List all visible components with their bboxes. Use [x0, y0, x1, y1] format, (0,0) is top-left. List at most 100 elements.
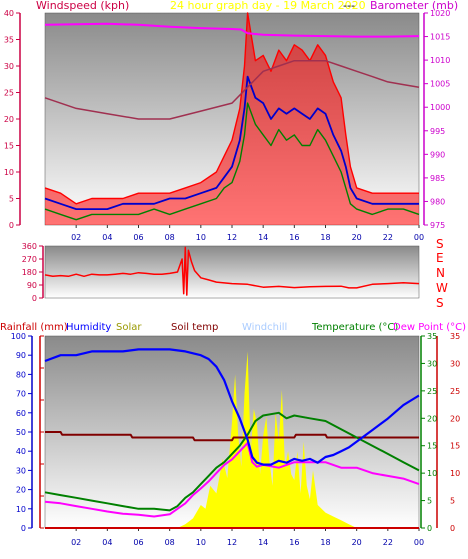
hour-tick-label: 10: [196, 233, 206, 242]
humidity-tick-label: 10: [16, 505, 26, 514]
temperature-tick-label: 35: [427, 332, 437, 341]
direction-tick-label: 0: [32, 294, 37, 303]
humidity-tick-label: 100: [11, 332, 26, 341]
dewpoint-tick-label: 20: [450, 414, 460, 423]
hour-tick-label: 18: [320, 538, 330, 547]
temperature-tick-label: 20: [427, 414, 437, 423]
humidity-series-line: [44, 348, 420, 466]
temperature-tick-label: 25: [427, 387, 437, 396]
compass-letter: E: [436, 251, 444, 265]
soil-temp-series-line: [45, 431, 419, 442]
wind-secondary-series-line: [44, 102, 420, 221]
windspeed-tick-label: 20: [4, 115, 14, 124]
humidity-tick-label: 50: [16, 428, 26, 437]
dewpoint-tick-label: 15: [450, 442, 460, 451]
direction-tick-label: 90: [27, 281, 37, 290]
windspeed-tick-label: 25: [4, 89, 14, 98]
wind-direction-series-line: [44, 246, 420, 296]
gust-series-line: [44, 12, 419, 205]
compass-letter: N: [436, 266, 445, 280]
windspeed-series-line: [44, 75, 419, 211]
windspeed-tick-label: 10: [4, 168, 14, 177]
hour-tick-label: 12: [227, 233, 237, 242]
hour-tick-label: 16: [289, 538, 299, 547]
temperature-tick-label: 10: [427, 469, 437, 478]
chart-title: 24 hour graph day - 19 March 2020: [170, 0, 366, 12]
temperature-series-line: [44, 411, 420, 512]
legend-windchill: Windchill: [242, 322, 287, 333]
barometer-tick-label: 980: [430, 197, 445, 206]
hour-tick-label: 02: [71, 538, 81, 547]
humidity-tick-label: 80: [16, 370, 26, 379]
legend-humidity: Humidity: [66, 322, 111, 333]
hour-tick-label: 14: [258, 538, 268, 547]
legend-solar: Solar: [116, 322, 142, 333]
compass-letter: S: [436, 237, 444, 251]
hour-tick-label: 20: [352, 538, 362, 547]
direction-tick-label: 270: [22, 255, 37, 264]
hour-tick-label: 02: [71, 233, 81, 242]
barometer-series-line: [44, 22, 420, 38]
humidity-tick-label: 0: [21, 524, 26, 533]
dewpoint-tick-label: 25: [450, 387, 460, 396]
hour-tick-label: 04: [102, 233, 112, 242]
humidity-tick-label: 40: [16, 447, 26, 456]
direction-tick-label: 360: [22, 242, 37, 251]
barometer-axis-title: Barometer (mb): [370, 0, 458, 12]
windspeed-tick-label: 5: [9, 195, 14, 204]
windspeed-tick-label: 30: [4, 62, 14, 71]
windspeed-tick-label: 40: [4, 9, 14, 18]
direction-panel-background: [44, 245, 420, 299]
hour-tick-label: 00: [414, 233, 424, 242]
dewpoint-tick-label: 30: [450, 359, 460, 368]
hour-tick-label: 12: [227, 538, 237, 547]
humidity-tick-label: 20: [16, 486, 26, 495]
windspeed-tick-label: 35: [4, 36, 14, 45]
barometer-tick-label: 1015: [430, 33, 450, 42]
hour-tick-label: 06: [133, 233, 143, 242]
barometer-tick-label: 975: [430, 221, 445, 230]
marks-layer: [44, 12, 420, 529]
hour-tick-label: 00: [414, 538, 424, 547]
temperature-tick-label: 0: [427, 524, 432, 533]
dewpoint-tick-label: 35: [450, 332, 460, 341]
hour-tick-label: 20: [352, 233, 362, 242]
hour-tick-label: 14: [258, 233, 268, 242]
barometer-tick-label: 1005: [430, 80, 450, 89]
windspeed-tick-label: 0: [9, 221, 14, 230]
barometer-tick-label: 995: [430, 127, 445, 136]
gust-area: [45, 13, 419, 225]
legend-soil: Soil temp: [171, 322, 218, 333]
barometer-tick-label: 990: [430, 150, 445, 159]
barometer-tick-label: 985: [430, 174, 445, 183]
temperature-tick-label: 30: [427, 359, 437, 368]
axes-layer: [16, 12, 438, 531]
legend-dewpoint: Dew Point (°C): [393, 322, 466, 333]
hour-tick-label: 04: [102, 538, 112, 547]
hour-tick-label: 22: [383, 538, 393, 547]
humidity-tick-label: 90: [16, 351, 26, 360]
humidity-tick-label: 70: [16, 390, 26, 399]
temperature-tick-label: 5: [427, 497, 432, 506]
hour-tick-label: 10: [196, 538, 206, 547]
barometer-tick-label: 1000: [430, 103, 450, 112]
humidity-tick-label: 30: [16, 466, 26, 475]
hour-tick-label: 22: [383, 233, 393, 242]
hour-tick-label: 06: [133, 538, 143, 547]
windspeed-tick-label: 15: [4, 142, 14, 151]
dewpoint-tick-label: 5: [450, 497, 455, 506]
dewpoint-tick-label: 0: [450, 524, 455, 533]
solar-area: [177, 351, 357, 528]
humidity-tick-label: 60: [16, 409, 26, 418]
legend-rain: Rainfall (mm): [0, 322, 68, 333]
wind-trend-series-line: [44, 59, 420, 120]
temperature-tick-label: 15: [427, 442, 437, 451]
compass-letter: S: [436, 296, 444, 310]
barometer-tick-label: 1010: [430, 56, 450, 65]
labels-layer: 0510152025303540975980985990995100010051…: [0, 9, 466, 547]
direction-tick-label: 180: [22, 268, 37, 277]
hour-tick-label: 08: [165, 233, 175, 242]
hour-tick-label: 18: [320, 233, 330, 242]
compass-letter: W: [436, 281, 448, 295]
